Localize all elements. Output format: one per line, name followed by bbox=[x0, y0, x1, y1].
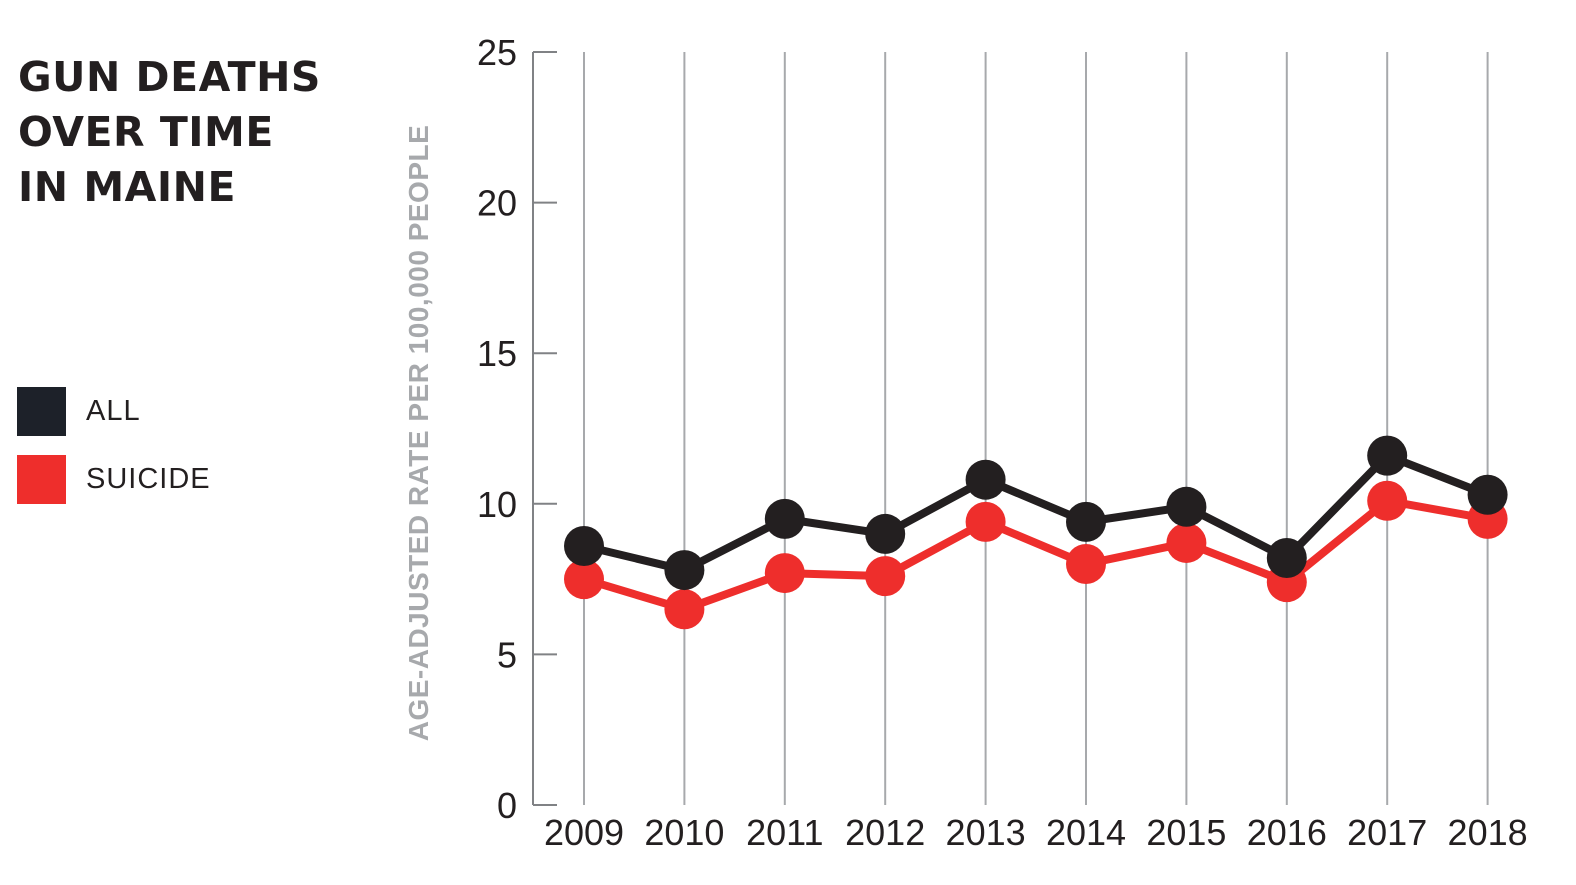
data-point-suicide-2017 bbox=[1367, 480, 1408, 521]
data-point-all-2017 bbox=[1367, 435, 1408, 476]
data-point-all-2015 bbox=[1166, 486, 1207, 527]
series-line-suicide bbox=[580, 496, 1492, 614]
legend-item-all: ALL bbox=[17, 387, 211, 436]
x-tick-label-2012: 2012 bbox=[845, 812, 925, 853]
data-point-suicide-2014 bbox=[1066, 544, 1106, 585]
series-suicide bbox=[564, 480, 1508, 630]
data-point-suicide-2013 bbox=[965, 501, 1006, 542]
legend-label-suicide: SUICIDE bbox=[86, 463, 211, 495]
x-tick-label-2010: 2010 bbox=[644, 812, 724, 853]
data-point-all-2014 bbox=[1066, 501, 1106, 542]
data-point-suicide-2015 bbox=[1166, 522, 1207, 563]
legend: ALL SUICIDE bbox=[17, 387, 211, 523]
x-tick-label-2011: 2011 bbox=[746, 812, 823, 853]
x-tick-label-2014: 2014 bbox=[1046, 812, 1126, 853]
x-tick-label-2017: 2017 bbox=[1347, 812, 1427, 853]
data-point-all-2012 bbox=[865, 513, 906, 554]
legend-swatch-all bbox=[17, 387, 66, 436]
title-line-1: GUN DEATHS bbox=[18, 53, 321, 101]
data-point-suicide-2010 bbox=[664, 589, 705, 630]
y-tick-label-15: 15 bbox=[477, 333, 517, 374]
legend-swatch-suicide bbox=[17, 455, 66, 504]
y-axis-label: AGE-ADJUSTED RATE PER 100,000 PEOPLE bbox=[403, 125, 434, 742]
y-tick-label-0: 0 bbox=[497, 785, 517, 826]
title-line-2: OVER TIME bbox=[18, 108, 274, 156]
data-point-suicide-2009 bbox=[564, 559, 604, 600]
y-tick-label-5: 5 bbox=[497, 634, 517, 675]
data-point-all-2011 bbox=[764, 498, 805, 539]
series-layer bbox=[564, 435, 1508, 630]
legend-label-all: ALL bbox=[86, 395, 141, 427]
data-point-suicide-2012 bbox=[865, 556, 906, 597]
data-point-suicide-2011 bbox=[764, 553, 805, 594]
x-tick-label-2018: 2018 bbox=[1448, 812, 1528, 853]
y-tick-label-10: 10 bbox=[477, 484, 517, 525]
y-axis bbox=[532, 51, 557, 806]
x-tick-label-2015: 2015 bbox=[1146, 812, 1226, 853]
series-line-all bbox=[580, 451, 1492, 575]
label-layer: 0 5 10 15 20 25 2009 2010 2011 2012 2013 2014 2015 20… bbox=[477, 32, 1528, 853]
series-all bbox=[564, 435, 1508, 591]
x-tick-label-2009: 2009 bbox=[544, 812, 624, 853]
grid-layer bbox=[583, 52, 1489, 805]
chart-title: GUN DEATHS OVER TIME IN MAINE bbox=[18, 50, 398, 215]
y-tick-label-25: 25 bbox=[477, 32, 517, 73]
legend-item-suicide: SUICIDE bbox=[17, 455, 211, 504]
y-tick-label-20: 20 bbox=[477, 183, 517, 224]
data-point-all-2018 bbox=[1467, 474, 1508, 515]
data-point-all-2010 bbox=[664, 550, 705, 591]
data-point-all-2009 bbox=[564, 525, 604, 566]
x-tick-label-2016: 2016 bbox=[1247, 812, 1327, 853]
data-point-all-2016 bbox=[1266, 538, 1307, 579]
x-tick-label-2013: 2013 bbox=[946, 812, 1026, 853]
title-line-3: IN MAINE bbox=[18, 163, 236, 211]
data-point-all-2013 bbox=[965, 459, 1006, 500]
